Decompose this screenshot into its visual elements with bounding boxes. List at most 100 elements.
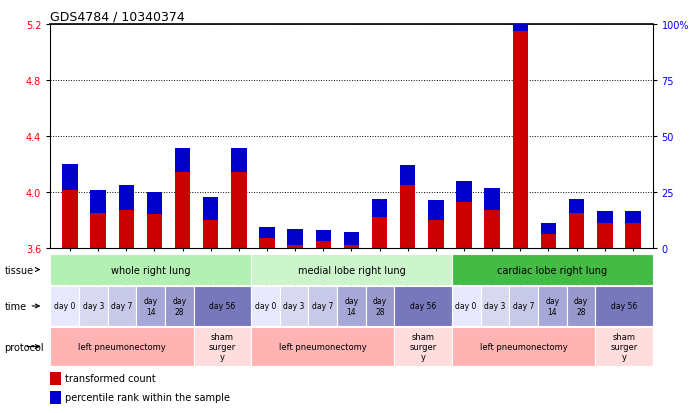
Text: day 56: day 56 (209, 302, 235, 311)
Text: day 0: day 0 (54, 302, 75, 311)
Bar (538, 287, 567, 326)
Bar (79, 287, 107, 326)
Text: day 56: day 56 (410, 302, 436, 311)
Bar (366, 287, 394, 326)
Bar (119, 211, 134, 248)
Text: cardiac lobe right lung: cardiac lobe right lung (497, 265, 607, 275)
Bar (251, 254, 452, 285)
Text: day 7: day 7 (111, 302, 133, 311)
Text: day
14: day 14 (344, 297, 359, 316)
Text: GDS4784 / 10340374: GDS4784 / 10340374 (50, 11, 185, 24)
Bar (569, 200, 584, 213)
Text: day
28: day 28 (373, 297, 387, 316)
Text: whole right lung: whole right lung (111, 265, 191, 275)
Bar (343, 232, 359, 245)
Bar (231, 148, 246, 173)
Bar (50, 287, 79, 326)
Bar (452, 254, 653, 285)
Text: day 0: day 0 (255, 302, 276, 311)
Bar (595, 327, 653, 366)
Text: day
28: day 28 (574, 297, 588, 316)
Bar (512, 0, 528, 32)
Bar (625, 212, 641, 223)
Text: sham
surger
y: sham surger y (209, 332, 236, 361)
Bar (480, 287, 510, 326)
Bar (512, 32, 528, 248)
Bar (400, 165, 415, 185)
Bar (62, 164, 77, 191)
Bar (203, 198, 218, 220)
Bar (567, 287, 595, 326)
Bar (90, 213, 106, 248)
Text: tissue: tissue (4, 265, 40, 275)
Bar (231, 173, 246, 248)
Text: left pneumonectomy: left pneumonectomy (78, 342, 166, 351)
Bar (456, 202, 472, 248)
Bar (541, 223, 556, 234)
Bar (315, 241, 331, 248)
Text: day 3: day 3 (283, 302, 305, 311)
Bar (400, 185, 415, 248)
Bar (193, 287, 251, 326)
Bar (259, 238, 275, 248)
Bar (452, 287, 480, 326)
Bar (484, 211, 500, 248)
Text: day
28: day 28 (172, 297, 186, 316)
Bar (50, 254, 251, 285)
Bar (372, 218, 387, 248)
Bar (90, 191, 106, 213)
Bar (147, 215, 162, 248)
Bar (203, 220, 218, 248)
Bar (251, 287, 280, 326)
Text: left pneumonectomy: left pneumonectomy (279, 342, 366, 351)
Text: day
14: day 14 (545, 297, 559, 316)
Bar (280, 287, 309, 326)
Bar (625, 223, 641, 248)
Bar (107, 287, 136, 326)
Bar (597, 223, 613, 248)
Bar (119, 186, 134, 211)
Bar (372, 199, 387, 218)
Bar (50, 391, 61, 404)
Bar (174, 173, 191, 248)
Bar (174, 148, 191, 173)
Bar (456, 182, 472, 202)
Bar (428, 220, 444, 248)
Bar (595, 287, 653, 326)
Bar (165, 287, 193, 326)
Bar (288, 245, 303, 248)
Text: left pneumonectomy: left pneumonectomy (480, 342, 567, 351)
Bar (452, 327, 595, 366)
Bar (337, 287, 366, 326)
Bar (394, 327, 452, 366)
Bar (428, 200, 444, 220)
Text: day 3: day 3 (82, 302, 104, 311)
Bar (315, 230, 331, 241)
Bar (309, 287, 337, 326)
Bar (251, 327, 394, 366)
Text: day
14: day 14 (144, 297, 158, 316)
Bar (62, 191, 77, 248)
Text: day 7: day 7 (513, 302, 534, 311)
Bar (394, 287, 452, 326)
Bar (569, 213, 584, 248)
Text: percentile rank within the sample: percentile rank within the sample (65, 392, 230, 402)
Bar (136, 287, 165, 326)
Text: day 56: day 56 (611, 302, 637, 311)
Bar (288, 230, 303, 245)
Text: protocol: protocol (4, 342, 44, 352)
Text: sham
surger
y: sham surger y (610, 332, 637, 361)
Bar (147, 192, 162, 215)
Text: day 7: day 7 (312, 302, 334, 311)
Text: transformed count: transformed count (65, 373, 156, 383)
Text: sham
surger
y: sham surger y (410, 332, 437, 361)
Bar (597, 212, 613, 223)
Bar (541, 234, 556, 248)
Bar (259, 227, 275, 238)
Bar (343, 245, 359, 248)
Bar (50, 327, 193, 366)
Bar (510, 287, 538, 326)
Bar (484, 188, 500, 211)
Bar (193, 327, 251, 366)
Text: day 0: day 0 (456, 302, 477, 311)
